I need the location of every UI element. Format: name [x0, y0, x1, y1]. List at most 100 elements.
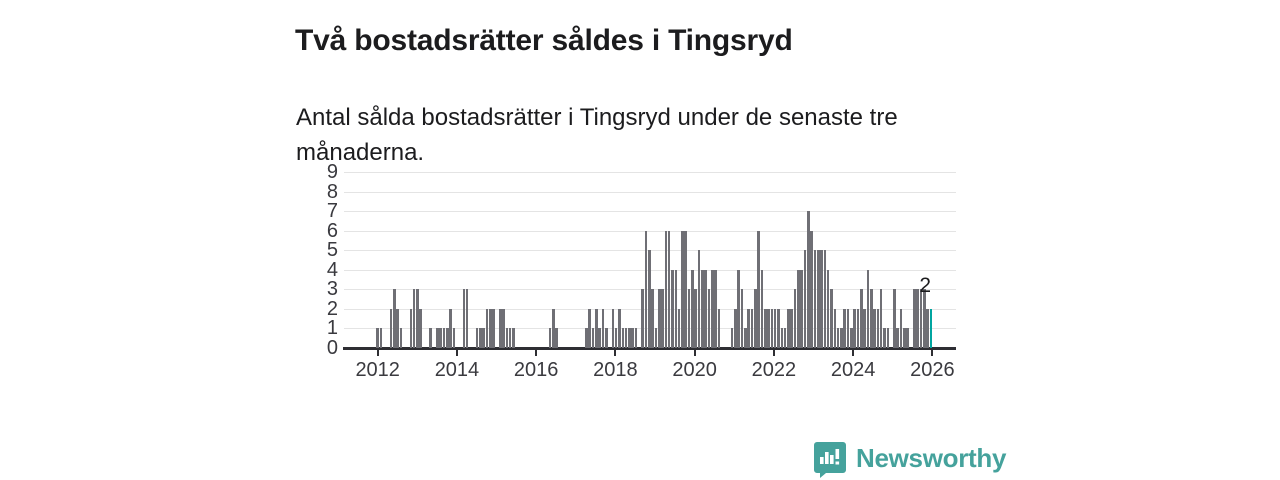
bar-month [392, 289, 396, 348]
bar-month [681, 230, 684, 348]
bar-month [644, 230, 648, 348]
bar-month [654, 328, 658, 348]
bar-month [684, 230, 688, 348]
x-tick [614, 349, 617, 356]
bar-month [389, 308, 393, 348]
bar-month [475, 328, 479, 348]
bar-month [767, 308, 770, 348]
gridline [344, 230, 956, 232]
bar-month [790, 308, 794, 348]
bar-month [687, 289, 691, 348]
y-tick-label: 4 [326, 258, 338, 281]
bar-month [512, 328, 515, 348]
bar-month [492, 308, 495, 348]
bar-month [641, 289, 644, 348]
bar-month [482, 328, 485, 348]
bar-month [879, 289, 883, 348]
bar-chart-speech-bubble-icon [814, 442, 846, 478]
bar-month [429, 328, 432, 348]
bar-month [913, 289, 916, 348]
x-axis-line [343, 346, 956, 350]
bar-month [604, 328, 608, 348]
bar-month [734, 308, 737, 348]
bar-month [445, 328, 449, 348]
bar-month [707, 289, 711, 348]
x-tick-label: 2012 [355, 359, 400, 381]
bar-month [873, 308, 876, 348]
bar-month [826, 269, 830, 348]
gridline [344, 191, 956, 193]
bar-month [479, 328, 482, 348]
bar-month [651, 289, 654, 348]
bar-month [416, 289, 419, 348]
bar-month [555, 328, 558, 348]
y-tick-label: 3 [326, 278, 338, 300]
bar-month [816, 250, 820, 348]
bar-month [830, 289, 833, 348]
bar-month [850, 328, 853, 348]
bar-month [793, 289, 797, 348]
gridline [344, 172, 956, 173]
bar-month [508, 328, 512, 348]
bar-month [548, 328, 552, 348]
bar-month [773, 308, 777, 348]
y-tick-label: 6 [326, 219, 338, 242]
bar-month [677, 308, 681, 348]
bar-month [648, 250, 651, 348]
bar-month [634, 328, 638, 348]
bar-month [618, 308, 621, 348]
bar-month [863, 308, 866, 348]
bar-month [922, 289, 926, 348]
bar-month [601, 308, 605, 348]
x-tick [852, 349, 855, 356]
bar-month [631, 328, 635, 348]
bar-month [376, 328, 379, 348]
y-tick-label: 7 [326, 200, 338, 222]
bar-month [903, 328, 906, 348]
bar-month [869, 289, 873, 348]
bar-month [899, 308, 903, 348]
bar-month [489, 308, 492, 348]
bar-month [737, 269, 741, 348]
bar-month [846, 308, 850, 348]
bar-month [763, 308, 767, 348]
bar-month [436, 328, 439, 348]
x-tick-label: 2026 [910, 359, 955, 381]
x-tick-label: 2018 [593, 359, 638, 381]
last-bar-value-label: 2 [919, 274, 931, 297]
bar-month [916, 289, 919, 348]
bar-month [462, 289, 466, 348]
bar-month [866, 269, 870, 348]
bar-month [810, 230, 813, 348]
bar-month [628, 328, 631, 348]
x-tick [376, 349, 379, 356]
bar-month [780, 328, 784, 348]
bar-month [449, 308, 452, 348]
bar-month [674, 269, 678, 348]
y-tick-label: 8 [326, 180, 338, 203]
bar-month [883, 328, 886, 348]
bar-month [860, 289, 863, 348]
bar-month [797, 269, 800, 348]
newsworthy-logo: Newsworthy [814, 442, 1006, 480]
y-tick-label: 2 [326, 297, 338, 320]
bar-month [853, 308, 856, 348]
x-tick-label: 2016 [513, 359, 559, 381]
bar-month [611, 308, 615, 348]
bar-month [747, 308, 750, 348]
bar-month [800, 269, 803, 348]
bar-month [442, 328, 446, 348]
newsworthy-wordmark: Newsworthy [856, 443, 1007, 473]
bar-month [598, 328, 601, 348]
y-tick-label: 0 [326, 336, 338, 359]
x-tick [693, 349, 696, 356]
bar-month [744, 328, 747, 348]
bar-month [621, 328, 625, 348]
bar-month [770, 308, 774, 348]
x-tick-label: 2020 [672, 359, 717, 381]
x-tick [455, 349, 458, 356]
bar-month [777, 308, 780, 348]
y-tick-label: 1 [326, 317, 338, 339]
x-tick [931, 349, 934, 356]
